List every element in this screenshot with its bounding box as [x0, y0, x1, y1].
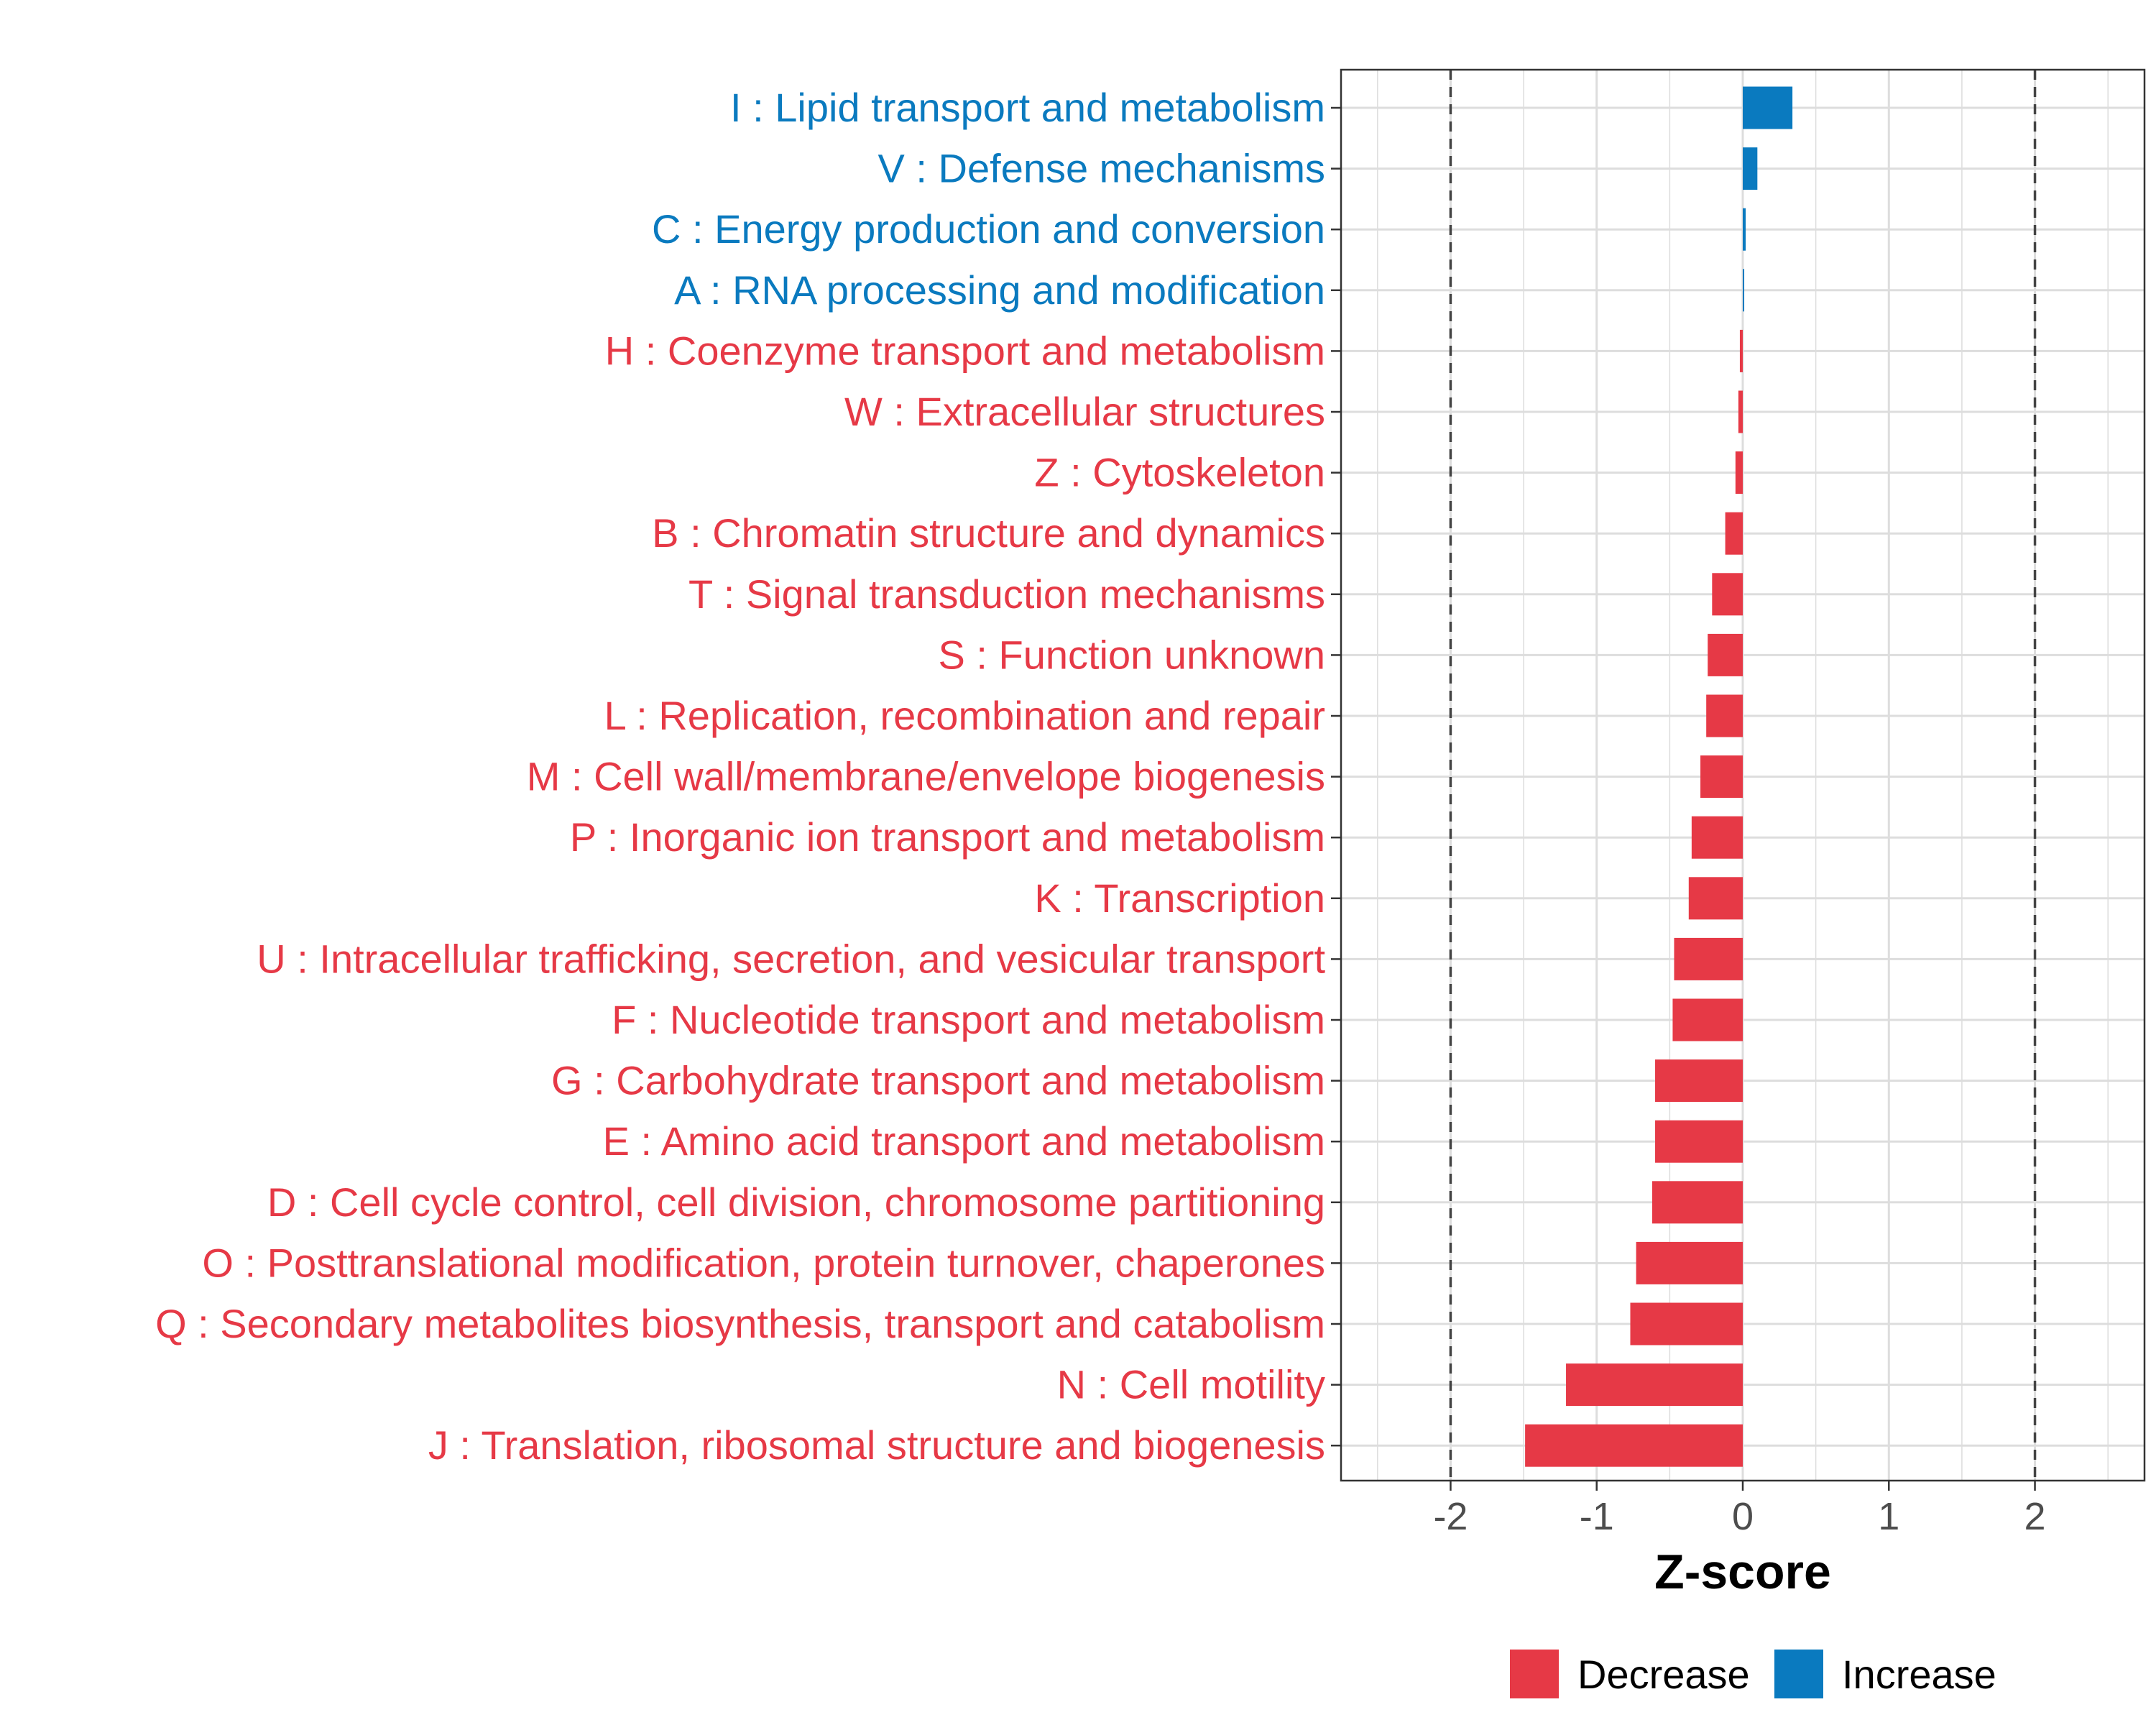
- category-label: E : Amino acid transport and metabolism: [603, 1118, 1325, 1164]
- category-label: Z : Cytoskeleton: [1034, 450, 1325, 495]
- bar: [1525, 1424, 1743, 1467]
- bar: [1738, 390, 1743, 433]
- category-label: G : Carbohydrate transport and metabolis…: [551, 1058, 1325, 1103]
- bar: [1691, 816, 1743, 859]
- x-tick-label: 0: [1732, 1495, 1754, 1538]
- legend: Decrease Increase: [1510, 1650, 1996, 1698]
- bar: [1739, 329, 1743, 372]
- bar: [1712, 573, 1743, 616]
- bar: [1743, 86, 1793, 129]
- category-label: J : Translation, ribosomal structure and…: [428, 1422, 1325, 1468]
- bars: [1525, 86, 1793, 1467]
- y-axis-ticks: [1331, 106, 1341, 1447]
- category-label: N : Cell motility: [1057, 1362, 1325, 1407]
- category-label: O : Posttranslational modification, prot…: [202, 1240, 1325, 1285]
- bar: [1743, 269, 1745, 312]
- category-label: M : Cell wall/membrane/envelope biogenes…: [527, 754, 1325, 799]
- bar: [1708, 633, 1743, 676]
- bar: [1566, 1363, 1743, 1407]
- category-label: S : Function unknown: [938, 632, 1325, 677]
- bar: [1700, 755, 1743, 799]
- reference-lines: [1449, 70, 2037, 1481]
- category-labels: I : Lipid transport and metabolism V : De…: [155, 85, 1325, 1468]
- category-label: L : Replication, recombination and repai…: [604, 693, 1325, 738]
- category-label: T : Signal transduction mechanisms: [688, 571, 1325, 617]
- category-label: I : Lipid transport and metabolism: [730, 85, 1325, 130]
- category-label: B : Chromatin structure and dynamics: [652, 510, 1325, 556]
- legend-swatch: [1774, 1650, 1823, 1698]
- legend-swatch: [1510, 1650, 1559, 1698]
- bar: [1655, 1059, 1743, 1103]
- bar: [1743, 147, 1758, 190]
- category-label: P : Inorganic ion transport and metaboli…: [570, 814, 1325, 860]
- category-label: A : RNA processing and modification: [674, 267, 1325, 313]
- x-tick-label: -2: [1433, 1495, 1468, 1538]
- x-axis-title: Z-score: [1654, 1545, 1831, 1599]
- bar: [1688, 877, 1743, 920]
- bar: [1672, 998, 1743, 1041]
- legend-label: Increase: [1842, 1652, 1996, 1697]
- category-label: K : Transcription: [1034, 875, 1325, 921]
- bar: [1725, 512, 1743, 555]
- category-label: U : Intracellular trafficking, secretion…: [257, 936, 1325, 981]
- category-label: H : Coenzyme transport and metabolism: [605, 328, 1325, 373]
- category-label: V : Defense mechanisms: [878, 146, 1325, 191]
- x-tick-labels: -2 -1 0 1 2: [1433, 1495, 2045, 1538]
- x-tick-label: 1: [1878, 1495, 1899, 1538]
- bar: [1743, 208, 1746, 251]
- bar: [1636, 1241, 1743, 1284]
- legend-label: Decrease: [1577, 1652, 1750, 1697]
- category-label: D : Cell cycle control, cell division, c…: [267, 1179, 1325, 1225]
- bar: [1651, 1181, 1743, 1224]
- x-axis-ticks: [1450, 1481, 2036, 1491]
- category-label: W : Extracellular structures: [844, 389, 1325, 434]
- x-tick-label: -1: [1580, 1495, 1614, 1538]
- bar: [1706, 694, 1743, 737]
- category-label: C : Energy production and conversion: [652, 206, 1325, 252]
- category-label: F : Nucleotide transport and metabolism: [612, 997, 1325, 1042]
- x-tick-label: 2: [2024, 1495, 2046, 1538]
- category-label: Q : Secondary metabolites biosynthesis, …: [155, 1301, 1325, 1346]
- bar: [1630, 1302, 1743, 1346]
- bar: [1655, 1120, 1743, 1163]
- bar: [1735, 451, 1743, 494]
- bar: [1674, 937, 1743, 980]
